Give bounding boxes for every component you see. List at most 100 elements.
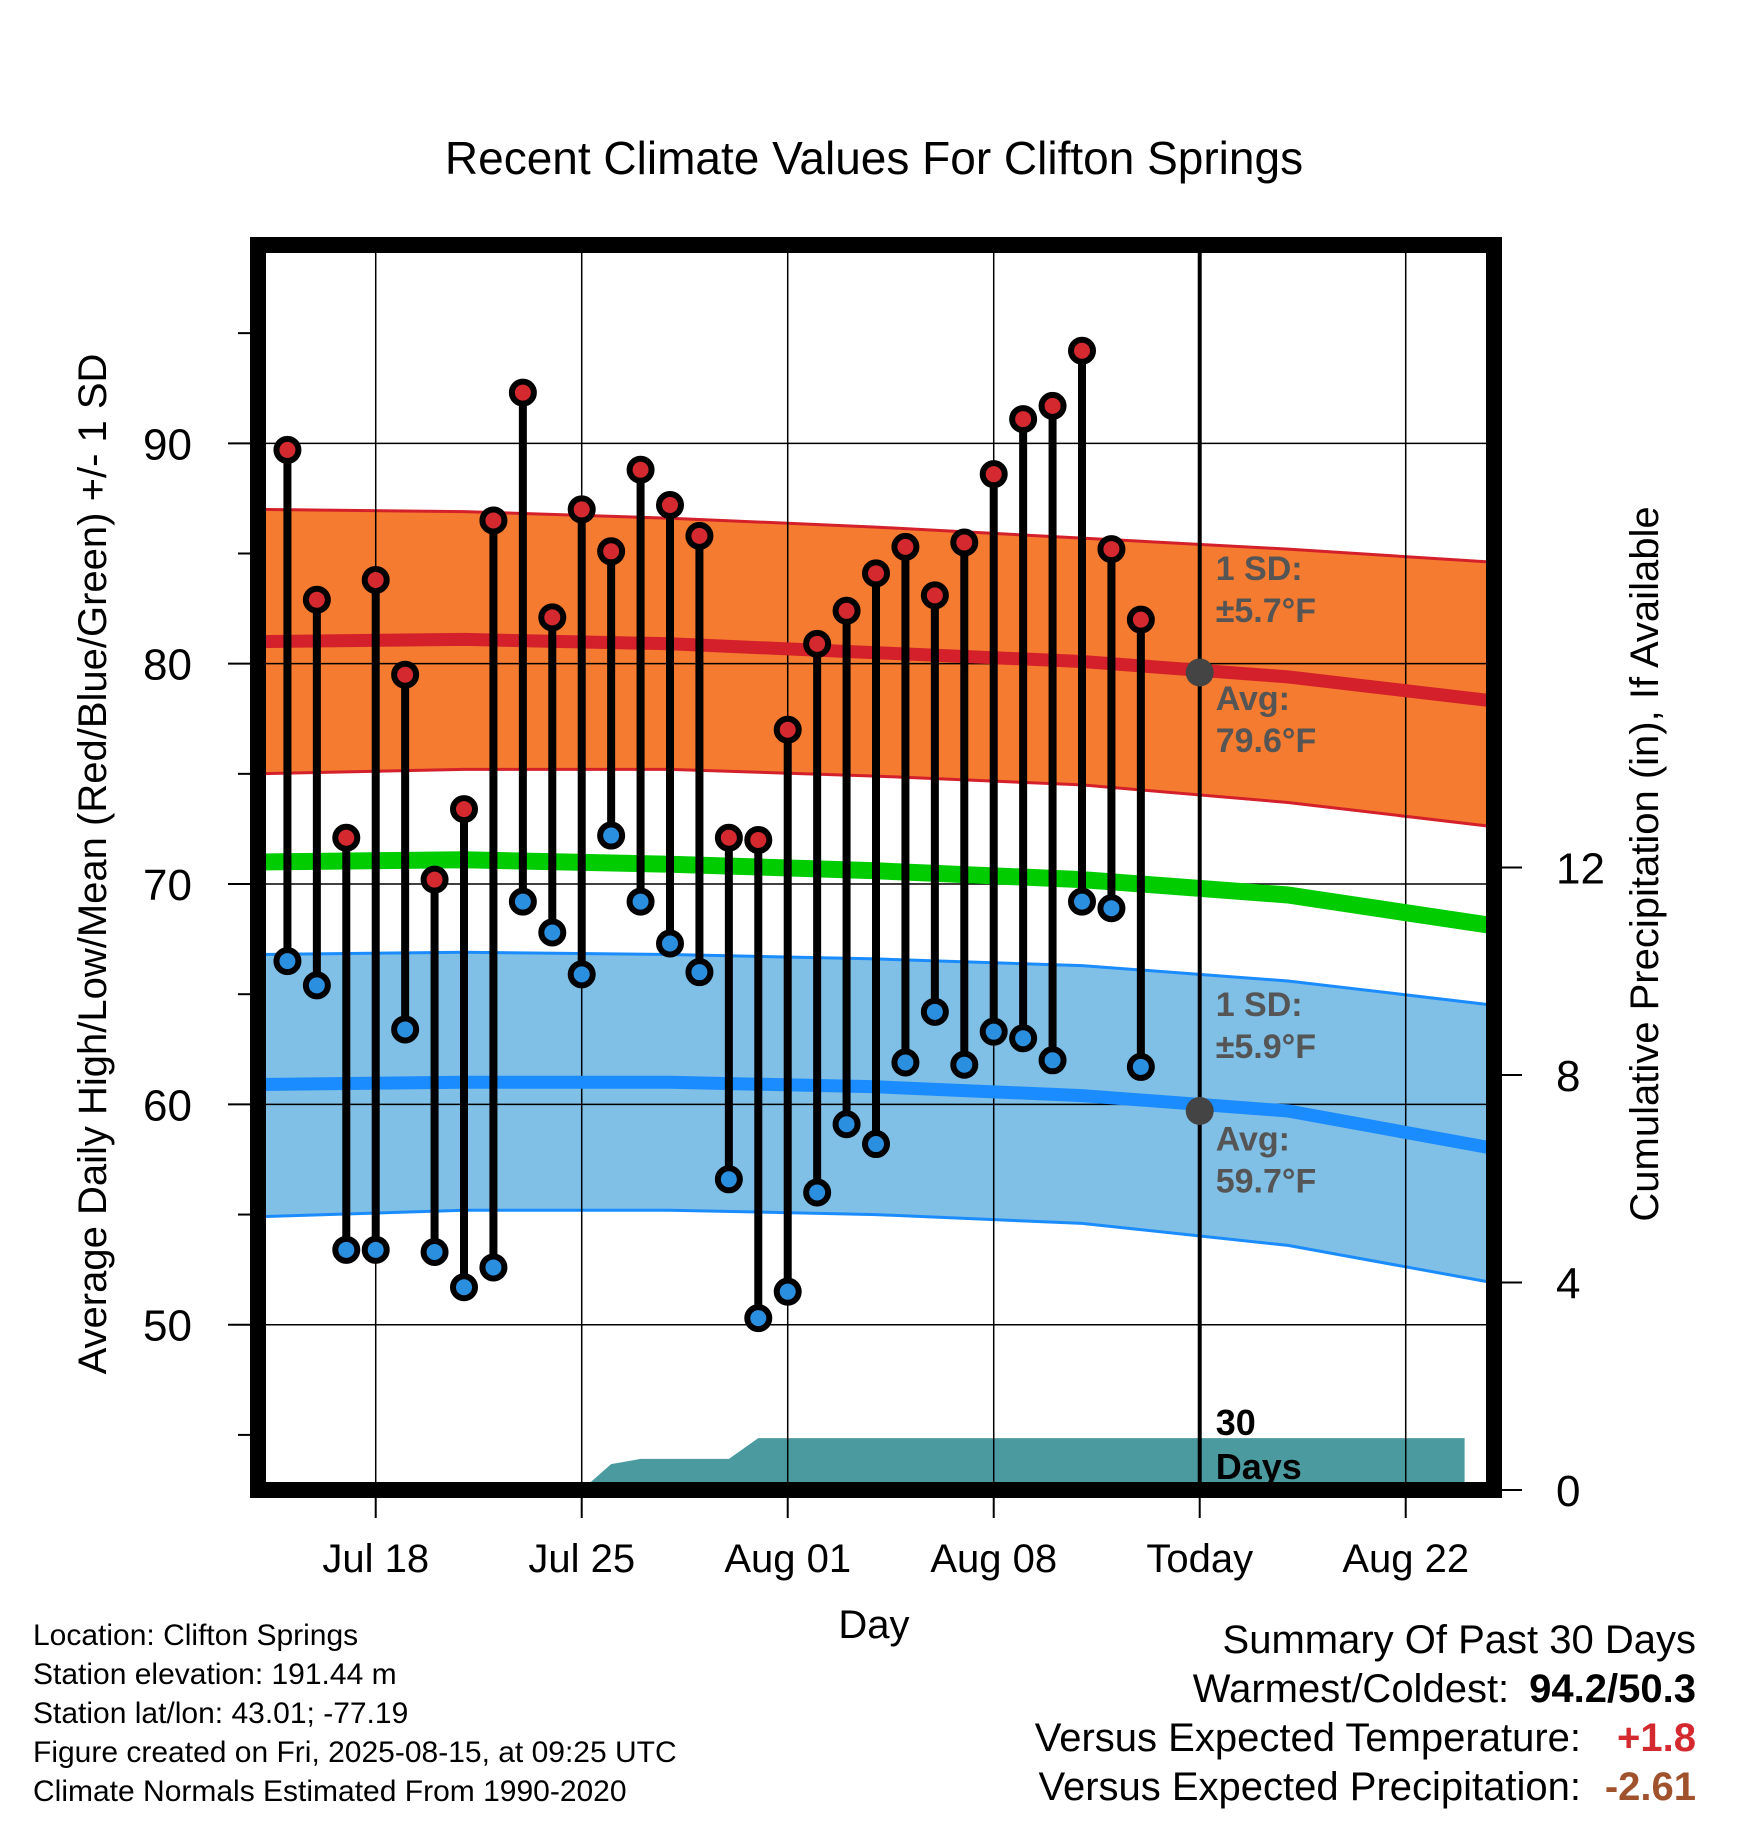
temp-value: +1.8: [1617, 1716, 1696, 1760]
high-point: [1068, 336, 1096, 365]
y-tick-label: 90: [143, 420, 192, 469]
low-point: [597, 821, 626, 850]
high-point: [332, 823, 361, 852]
low-point: [391, 1015, 420, 1044]
high-point: [656, 491, 684, 520]
high-point: [1009, 405, 1038, 434]
high-point: [597, 537, 626, 566]
low-point: [302, 971, 331, 1000]
low-point: [773, 1277, 802, 1306]
station-info: Location: Clifton Springs Station elevat…: [33, 1616, 677, 1811]
y-tick-label: 50: [143, 1302, 192, 1351]
high-point: [479, 506, 508, 535]
x-tick-label: Jul 18: [322, 1537, 429, 1581]
low-point: [803, 1178, 832, 1207]
low-point: [1068, 887, 1096, 916]
high-point: [950, 528, 979, 557]
low-point: [744, 1304, 773, 1333]
precip-label: Versus Expected Precipitation:: [1038, 1765, 1581, 1809]
summary-temp: Versus Expected Temperature: +1.8: [1035, 1714, 1696, 1763]
low-point: [1097, 894, 1126, 923]
normals-text: Climate Normals Estimated From 1990-2020: [33, 1775, 627, 1808]
high-point: [920, 581, 949, 610]
high-avg-annotation: Avg: 79.6°F: [1216, 680, 1317, 760]
y-tick-label: 80: [143, 641, 192, 690]
high-point: [450, 795, 478, 824]
high-point: [891, 532, 920, 561]
y-tick-label: 70: [143, 861, 192, 910]
y2-tick-label: 8: [1556, 1052, 1580, 1101]
chart-title: Recent Climate Values For Clifton Spring…: [445, 132, 1303, 184]
low-point: [891, 1048, 920, 1077]
low-point: [450, 1273, 478, 1302]
high-point: [1038, 391, 1067, 420]
x-tick-label: Aug 01: [724, 1537, 851, 1581]
warm-cold-label: Warmest/Coldest:: [1192, 1667, 1510, 1711]
elevation-text: Station elevation: 191.44 m: [33, 1658, 397, 1691]
precip-value: -2.61: [1604, 1765, 1696, 1809]
low-point: [1038, 1046, 1067, 1075]
high-point: [538, 603, 567, 632]
low-point: [1126, 1052, 1155, 1081]
low-point: [508, 887, 537, 916]
high-point: [420, 865, 449, 894]
low-point: [626, 887, 655, 916]
plot-area: 1 SD: ±5.7°F Avg: 79.6°F 1 SD: ±5.9°F Avg: 59.7…: [143, 237, 1605, 1581]
summary-panel: Summary Of Past 30 Days Warmest/Coldest:…: [1035, 1616, 1696, 1812]
high-point: [685, 521, 714, 550]
location-text: Location: Clifton Springs: [33, 1619, 359, 1652]
high-point: [803, 629, 832, 658]
x-tick-label: Aug 22: [1342, 1537, 1469, 1581]
high-point: [508, 378, 537, 407]
y2-axis-label: Cumulative Precipitation (in), If Availa…: [1623, 506, 1667, 1221]
low-avg-annotation: Avg: 59.7°F: [1216, 1121, 1317, 1201]
low-point: [420, 1238, 449, 1267]
temp-label: Versus Expected Temperature:: [1034, 1716, 1581, 1760]
low-point: [862, 1130, 890, 1159]
x-axis-label: Day: [838, 1603, 909, 1647]
high-point: [1126, 605, 1155, 634]
high-point: [862, 559, 890, 588]
high-point: [744, 825, 773, 854]
y2-tick-label: 12: [1556, 845, 1605, 894]
low-point: [567, 960, 596, 989]
y-axis-label: Average Daily High/Low/Mean (Red/Blue/Gr…: [71, 354, 115, 1375]
high-point: [361, 565, 390, 594]
low-point: [332, 1235, 361, 1264]
x-tick-label: Jul 25: [528, 1537, 635, 1581]
low-point: [273, 947, 302, 976]
low-point: [920, 997, 949, 1026]
plot-inner: 1 SD: ±5.7°F Avg: 79.6°F 1 SD: ±5.9°F Avg: 59.7…: [258, 245, 1494, 1490]
high-point: [773, 715, 802, 744]
high-point: [626, 455, 655, 484]
high-point: [567, 495, 596, 524]
precip-area: [258, 1438, 1465, 1490]
low-point: [656, 929, 684, 958]
low-sd-annotation: 1 SD: ±5.9°F: [1216, 986, 1316, 1066]
plot-frame: [250, 237, 1502, 1498]
low-point: [1009, 1024, 1038, 1053]
low-point: [538, 918, 567, 947]
created-text: Figure created on Fri, 2025-08-15, at 09…: [33, 1736, 677, 1769]
y-tick-label: 60: [143, 1081, 192, 1130]
y-tick-labels: 50 60 70 80 90: [143, 420, 192, 1350]
summary-heading: Summary Of Past 30 Days: [1222, 1618, 1696, 1662]
high-point: [391, 660, 420, 689]
warm-cold-value: 94.2/50.3: [1529, 1667, 1696, 1711]
high-point: [714, 823, 743, 852]
summary-warm-cold: Warmest/Coldest: 94.2/50.3: [1035, 1665, 1696, 1714]
low-point: [832, 1110, 861, 1139]
y2-tick-label: 0: [1556, 1467, 1580, 1516]
low-point: [950, 1050, 979, 1079]
low-point: [979, 1017, 1008, 1046]
high-point: [273, 435, 302, 464]
x-tick-label: Aug 08: [930, 1537, 1057, 1581]
low-point: [714, 1165, 743, 1194]
low-point: [685, 958, 714, 987]
summary-precip: Versus Expected Precipitation: -2.61: [1035, 1763, 1696, 1812]
high-sd-annotation: 1 SD: ±5.7°F: [1216, 550, 1316, 630]
low-point: [361, 1235, 390, 1264]
high-point: [979, 460, 1008, 489]
days-annotation: 30 Days: [1216, 1402, 1302, 1487]
